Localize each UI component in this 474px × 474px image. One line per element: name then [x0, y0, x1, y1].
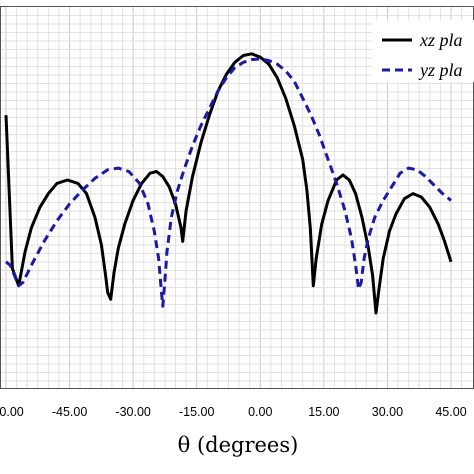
x-tick-label: 0.00: [248, 405, 272, 419]
series-line-xz: [4, 52, 453, 315]
x-tick-label: 30.00: [372, 405, 403, 419]
x-tick-label: 15.00: [308, 405, 339, 419]
legend: xz pla yz pla: [372, 20, 474, 82]
x-tick-label: 45.00: [435, 405, 466, 419]
legend-background: [372, 20, 474, 82]
legend-label-xz: xz pla: [419, 30, 463, 50]
series-line-yz: [5, 57, 452, 308]
x-tick-label: -15.00: [179, 405, 214, 419]
series-group: [4, 52, 453, 315]
x-tick-label: -60.00: [0, 405, 24, 419]
x-tick-label: -30.00: [115, 405, 150, 419]
legend-label-yz: yz pla: [418, 60, 463, 80]
x-axis-title: θ (degrees): [178, 433, 299, 457]
x-tick-labels: -60.00 -45.00 -30.00 -15.00 0.00 15.00 30.00 45…: [0, 405, 467, 419]
x-tick-label: -45.00: [52, 405, 87, 419]
